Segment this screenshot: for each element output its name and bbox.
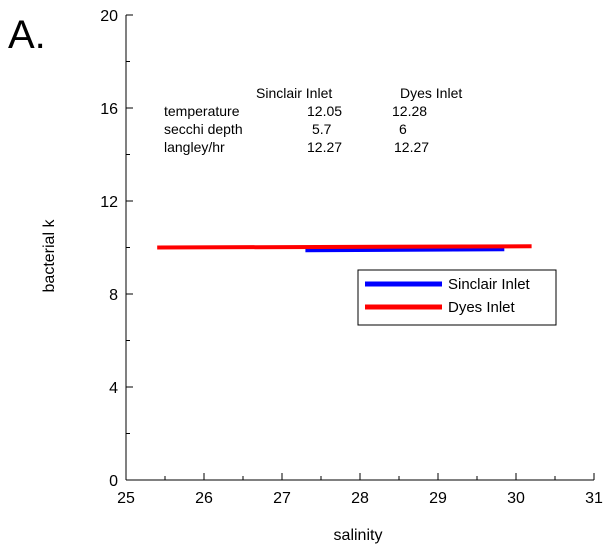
annotation-value: 12.28 xyxy=(392,103,427,119)
y-tick-label: 12 xyxy=(100,194,118,211)
series-line-sinclair-inlet xyxy=(305,246,505,253)
annotation-table: Sinclair Inlet Dyes Inlet temperature 12… xyxy=(164,85,462,155)
y-tick-label: 20 xyxy=(100,8,118,25)
annotation-header-dyes: Dyes Inlet xyxy=(400,85,462,101)
x-axis-ticks: 25 26 27 28 29 30 31 xyxy=(117,473,603,507)
x-tick-label: 31 xyxy=(585,490,603,507)
annotation-row-label: langley/hr xyxy=(164,139,225,155)
legend: Sinclair Inlet Dyes Inlet xyxy=(357,269,557,326)
annotation-header-sinclair: Sinclair Inlet xyxy=(256,85,332,101)
annotation-value: 12.27 xyxy=(307,139,342,155)
legend-label-dyes: Dyes Inlet xyxy=(448,299,516,316)
x-tick-label: 28 xyxy=(351,490,369,507)
series-line-dyes-inlet xyxy=(157,244,532,250)
y-tick-label: 16 xyxy=(100,101,118,118)
y-axis-label: bacterial k xyxy=(41,219,58,293)
x-tick-label: 27 xyxy=(273,490,291,507)
legend-label-sinclair: Sinclair Inlet xyxy=(448,276,531,293)
annotation-value: 12.27 xyxy=(394,139,429,155)
annotation-row-label: temperature xyxy=(164,103,240,119)
y-axis-ticks: 0 4 8 12 16 20 xyxy=(100,8,133,490)
x-tick-label: 26 xyxy=(195,490,213,507)
x-axis-label: salinity xyxy=(334,527,383,544)
series-lines xyxy=(157,244,532,253)
annotation-value: 5.7 xyxy=(312,121,332,137)
x-tick-label: 30 xyxy=(507,490,525,507)
y-tick-label: 4 xyxy=(109,380,118,397)
legend-box xyxy=(357,269,557,326)
x-tick-label: 29 xyxy=(429,490,447,507)
x-tick-label: 25 xyxy=(117,490,135,507)
panel-label: A. xyxy=(8,13,46,57)
y-tick-label: 0 xyxy=(109,473,118,490)
annotation-row-label: secchi depth xyxy=(164,121,243,137)
annotation-value: 12.05 xyxy=(307,103,342,119)
annotation-value: 6 xyxy=(399,121,407,137)
y-tick-label: 8 xyxy=(109,287,118,304)
